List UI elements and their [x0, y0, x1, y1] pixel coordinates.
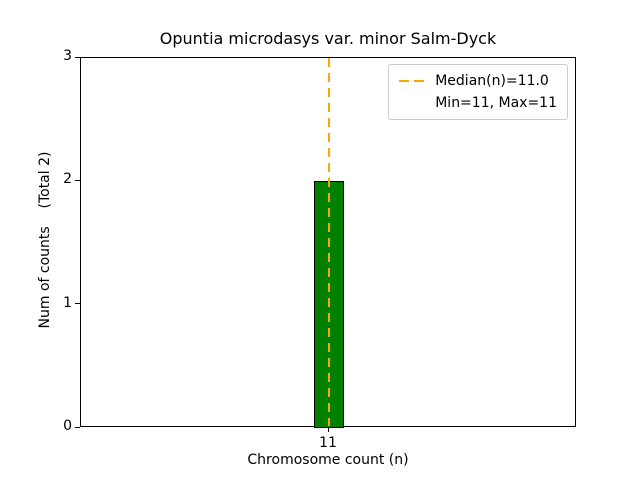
dashed-line-icon [399, 80, 427, 82]
legend-label-minmax: Min=11, Max=11 [435, 95, 557, 111]
y-tick-mark [75, 56, 80, 58]
y-tick-label: 3 [63, 48, 72, 64]
y-tick-label: 2 [63, 171, 72, 188]
x-tick-label: 11 [319, 435, 337, 451]
legend-sample-spacer [399, 102, 426, 104]
y-tick-mark [75, 426, 80, 428]
y-tick-mark [75, 179, 80, 181]
legend-entry-median: Median(n)=11.0 [399, 73, 557, 89]
y-tick-label: 1 [63, 294, 72, 311]
chart-title: Opuntia microdasys var. minor Salm-Dyck [159, 29, 497, 48]
y-tick-label: 0 [63, 418, 72, 434]
legend: Median(n)=11.0 Min=11, Max=11 [388, 64, 568, 120]
plot-area: Median(n)=11.0 Min=11, Max=11 [80, 57, 576, 428]
median-line [328, 58, 330, 426]
y-tick-mark [75, 303, 80, 305]
x-axis-label: Chromosome count (n) [247, 452, 409, 468]
legend-entry-minmax: Min=11, Max=11 [399, 95, 557, 111]
legend-label-median: Median(n)=11.0 [435, 73, 549, 89]
x-tick-mark [327, 427, 329, 432]
